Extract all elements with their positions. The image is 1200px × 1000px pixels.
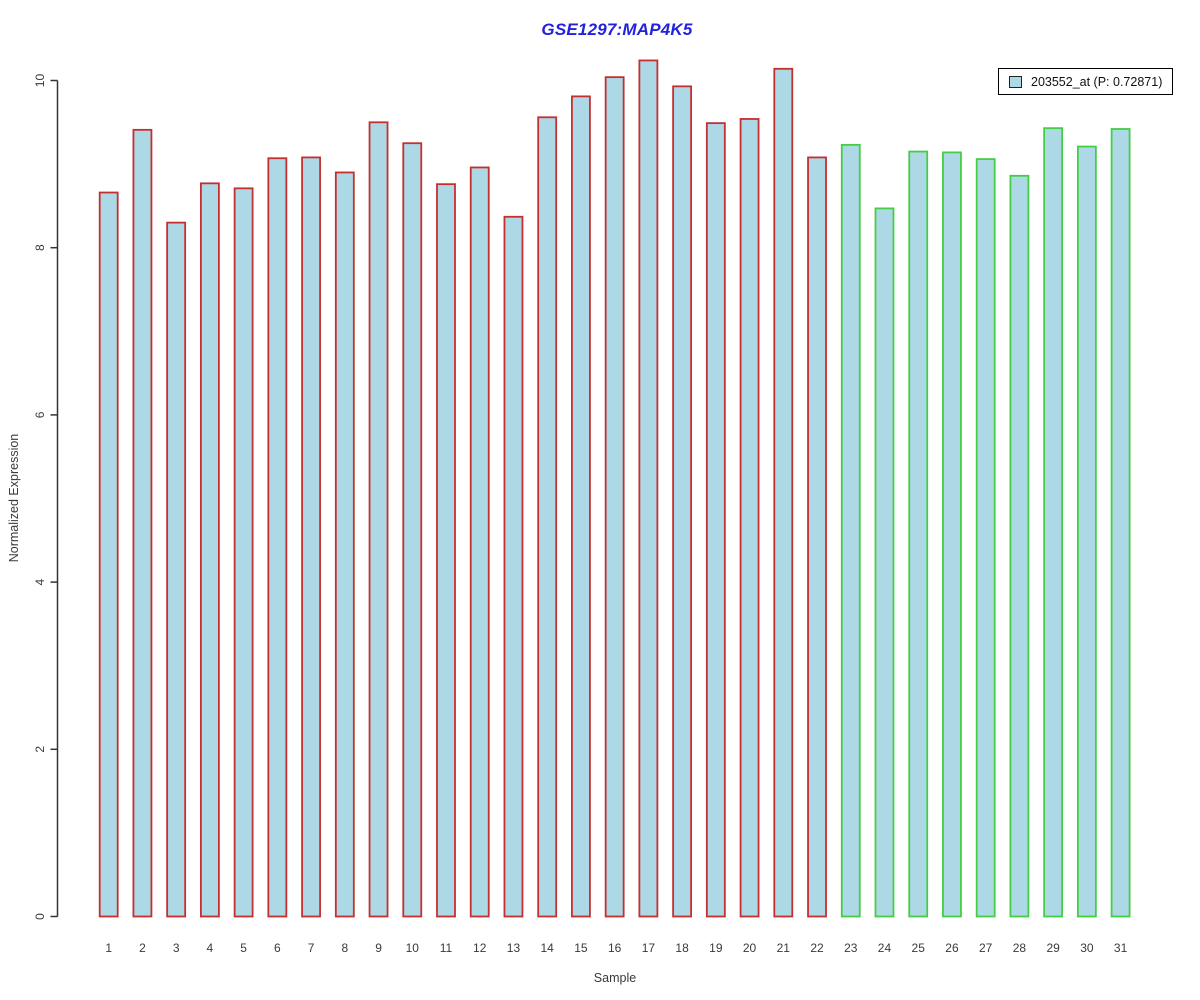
bar-sample-13 [503, 215, 524, 918]
bar-sample-8 [334, 171, 355, 918]
x-tick-label: 16 [608, 941, 622, 955]
bar-sample-10 [402, 142, 423, 918]
x-tick-label: 6 [274, 941, 281, 955]
bar-sample-2 [132, 128, 153, 918]
y-tick-label: 0 [33, 913, 47, 920]
bar-sample-27 [975, 158, 996, 918]
x-tick-label: 14 [541, 941, 555, 955]
bar-sample-19 [705, 122, 726, 918]
bar-sample-11 [436, 183, 456, 918]
x-tick-label: 13 [507, 941, 521, 955]
x-tick-label: 24 [878, 941, 892, 955]
bar-sample-3 [166, 221, 187, 918]
y-axis-title: Normalized Expression [7, 433, 21, 563]
chart-title: GSE1297:MAP4K5 [541, 20, 693, 39]
y-tick-label: 4 [33, 578, 47, 585]
x-tick-label: 26 [945, 941, 959, 955]
bar-sample-9 [368, 121, 389, 918]
bar-sample-12 [469, 166, 490, 918]
x-tick-label: 3 [173, 941, 180, 955]
bar-sample-30 [1076, 145, 1097, 918]
bar-sample-16 [604, 76, 625, 918]
bar-sample-17 [638, 59, 659, 918]
x-tick-label: 31 [1114, 941, 1128, 955]
bar-sample-1 [98, 191, 119, 918]
bar-sample-4 [199, 182, 220, 918]
y-tick-label: 6 [33, 411, 47, 418]
bar-sample-24 [874, 207, 895, 918]
bar-sample-20 [739, 118, 760, 918]
y-tick-label: 10 [33, 74, 47, 88]
bar-sample-26 [942, 151, 962, 918]
x-tick-label: 4 [207, 941, 214, 955]
x-tick-label: 12 [473, 941, 487, 955]
x-tick-label: 21 [777, 941, 791, 955]
y-tick-label: 8 [33, 244, 47, 251]
x-tick-label: 11 [440, 941, 453, 955]
bar-sample-15 [571, 95, 591, 918]
x-tick-label: 1 [105, 941, 112, 955]
bar-sample-22 [807, 156, 827, 918]
bar-sample-28 [1009, 174, 1030, 918]
x-tick-label: 15 [574, 941, 588, 955]
x-tick-label: 20 [743, 941, 757, 955]
x-tick-label: 10 [406, 941, 420, 955]
x-tick-label: 8 [341, 941, 348, 955]
bar-sample-14 [537, 116, 558, 918]
x-tick-label: 23 [844, 941, 858, 955]
x-tick-label: 9 [375, 941, 382, 955]
x-tick-label: 7 [308, 941, 315, 955]
bar-sample-18 [672, 85, 693, 918]
bar-sample-21 [773, 67, 794, 918]
legend: 203552_at (P: 0.72871) [998, 68, 1174, 95]
x-tick-label: 18 [675, 941, 689, 955]
bar-sample-29 [1043, 127, 1064, 918]
x-tick-label: 22 [810, 941, 824, 955]
x-tick-label: 2 [139, 941, 146, 955]
bar-sample-25 [908, 150, 929, 918]
bar-sample-31 [1110, 128, 1131, 918]
bar-sample-7 [301, 156, 321, 918]
legend-label: 203552_at (P: 0.72871) [1031, 74, 1163, 89]
bar-sample-5 [233, 187, 254, 918]
x-tick-label: 27 [979, 941, 993, 955]
x-tick-label: 28 [1013, 941, 1027, 955]
x-tick-label: 25 [912, 941, 926, 955]
x-axis-title: Sample [593, 971, 637, 985]
x-tick-label: 17 [642, 941, 656, 955]
bar-sample-6 [267, 157, 288, 918]
x-tick-label: 19 [709, 941, 723, 955]
bar-sample-23 [840, 143, 861, 918]
y-tick-label: 2 [33, 746, 47, 753]
x-tick-label: 30 [1080, 941, 1094, 955]
legend-swatch-icon [1009, 75, 1022, 88]
x-tick-label: 29 [1046, 941, 1060, 955]
x-tick-label: 5 [240, 941, 247, 955]
